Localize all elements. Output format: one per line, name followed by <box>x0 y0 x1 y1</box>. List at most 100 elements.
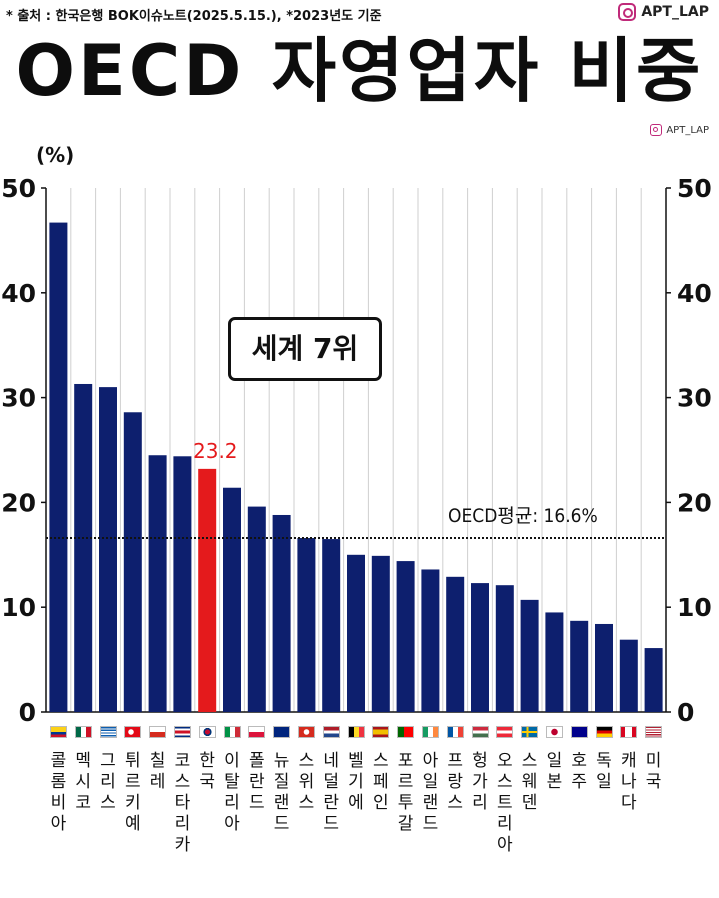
handle-text: APT_LAP <box>641 4 709 20</box>
germany-flag-icon <box>595 726 613 738</box>
y-tick-label-right: 0 <box>677 698 694 727</box>
category-label: 스페인 <box>372 751 389 813</box>
category-label: 이탈리아 <box>224 751 240 834</box>
france-flag-icon <box>446 726 464 738</box>
category-label: 독일 <box>596 751 612 792</box>
bar <box>595 623 613 712</box>
poland-flag-icon <box>248 726 266 738</box>
category-label: 코스타리카 <box>174 751 191 855</box>
instagram-handle[interactable]: APT_LAP <box>618 3 709 21</box>
costa-rica-flag-icon <box>173 726 191 738</box>
y-tick-label-left: 50 <box>1 174 36 203</box>
austria-flag-icon <box>496 726 514 738</box>
bar <box>173 456 192 712</box>
oecd-average-label: OECD평균: 16.6% <box>448 505 598 527</box>
bar <box>371 555 390 712</box>
category-label: 스웨덴 <box>521 751 538 813</box>
belgium-flag-icon <box>347 726 365 738</box>
bar <box>123 412 142 712</box>
category-label: 칠레 <box>149 751 166 792</box>
category-label: 포르투갈 <box>397 751 414 834</box>
category-label: 아일랜드 <box>422 751 439 834</box>
category-label: 벨기에 <box>348 751 364 813</box>
category-label: 튀르키예 <box>124 751 141 834</box>
bar <box>570 620 589 712</box>
y-tick-label-right: 20 <box>677 488 712 517</box>
y-tick-label-left: 0 <box>19 698 36 727</box>
bar <box>495 585 514 712</box>
bar <box>619 639 638 712</box>
bar <box>74 383 93 712</box>
bar <box>545 612 564 712</box>
bar <box>247 506 266 712</box>
bar <box>446 576 465 712</box>
korea-value-label: 23.2 <box>193 439 238 463</box>
bar <box>148 455 167 712</box>
usa-flag-icon <box>645 726 663 738</box>
bar <box>297 538 316 712</box>
bar <box>322 539 341 712</box>
new-zealand-flag-icon <box>273 726 291 738</box>
y-tick-label-right: 40 <box>677 279 712 308</box>
y-tick-label-right: 50 <box>677 174 712 203</box>
top-bar: * 출처 : 한국은행 BOK이슈노트(2025.5.15.), *2023년도… <box>0 0 719 28</box>
bar <box>272 514 291 712</box>
colombia-flag-icon <box>49 726 67 738</box>
y-tick-label-right: 30 <box>677 384 712 413</box>
category-label: 캐나다 <box>620 751 637 813</box>
category-label: 한국 <box>199 751 215 792</box>
bar <box>421 569 440 712</box>
chile-flag-icon <box>149 726 167 738</box>
hungary-flag-icon <box>471 726 489 738</box>
turkey-flag-icon <box>124 726 142 738</box>
category-label: 멕시코 <box>75 751 91 813</box>
bar <box>644 648 663 712</box>
bar <box>347 554 365 712</box>
canada-flag-icon <box>620 726 638 738</box>
ireland-flag-icon <box>421 726 439 738</box>
instagram-handle-small[interactable]: APT_LAP <box>650 124 709 136</box>
category-label: 호주 <box>571 751 587 792</box>
y-axis-unit-label: (%) <box>36 143 75 167</box>
spain-flag-icon <box>372 726 390 738</box>
korea-flag-icon <box>198 726 216 738</box>
category-label: 콜롬비아 <box>50 751 67 834</box>
page-title: OECD 자영업자 비중 <box>15 30 704 112</box>
bar <box>49 222 68 713</box>
y-tick-label-left: 10 <box>1 593 36 622</box>
category-label: 헝가리 <box>472 751 488 813</box>
bar-highlight <box>198 468 217 712</box>
switzerland-flag-icon <box>297 726 315 738</box>
bar <box>396 561 415 712</box>
rank-badge: 세계 7위 <box>228 317 382 381</box>
bar <box>223 487 241 712</box>
y-tick-label-left: 30 <box>1 384 36 413</box>
category-label: 뉴질랜드 <box>273 751 290 834</box>
category-label: 그리스 <box>100 751 116 813</box>
y-tick-label-left: 20 <box>1 488 36 517</box>
instagram-icon <box>618 3 637 21</box>
australia-flag-icon <box>570 726 588 738</box>
instagram-icon-small <box>650 124 663 136</box>
italy-flag-icon <box>223 726 241 738</box>
category-label: 폴란드 <box>248 751 265 813</box>
netherlands-flag-icon <box>322 726 340 738</box>
category-label: 프랑스 <box>447 751 463 813</box>
mexico-flag-icon <box>74 726 92 738</box>
category-label: 오스트리아 <box>496 751 513 855</box>
category-label: 스위스 <box>298 751 315 813</box>
source-note: * 출처 : 한국은행 BOK이슈노트(2025.5.15.), *2023년도… <box>6 9 382 24</box>
bar <box>520 599 539 712</box>
y-tick-label-left: 40 <box>1 279 36 308</box>
japan-flag-icon <box>545 726 563 738</box>
category-label: 일본 <box>546 751 563 792</box>
greece-flag-icon <box>99 726 117 738</box>
handle-small-text: APT_LAP <box>666 124 709 136</box>
category-label: 네덜란드 <box>323 751 339 834</box>
sweden-flag-icon <box>521 726 539 738</box>
portugal-flag-icon <box>397 726 415 738</box>
category-label: 미국 <box>645 751 662 792</box>
bar <box>471 583 489 712</box>
bar <box>99 387 117 712</box>
